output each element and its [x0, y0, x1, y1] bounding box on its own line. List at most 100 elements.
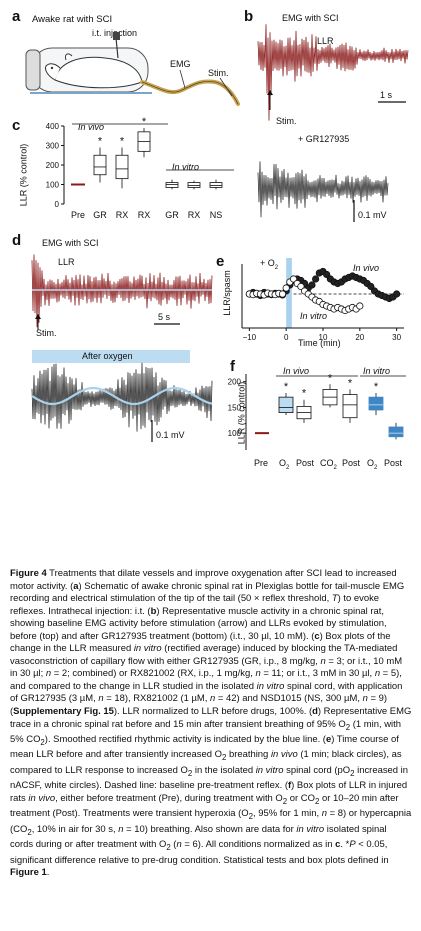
caption-t-f: ) Box plots of LLR in injured rats	[10, 780, 408, 804]
caption-e-iv: in vivo	[270, 749, 298, 761]
f-box	[388, 426, 404, 438]
e-xtick-label: 30	[392, 333, 401, 342]
caption-P: P	[349, 839, 356, 851]
caption-t-c7: spinal cord, with application of GR12793…	[10, 680, 403, 705]
c-star: *	[120, 135, 125, 147]
stim-label-d: Stim.	[36, 328, 57, 338]
c-ytick-label: 0	[55, 200, 60, 209]
caption-t-e3: (1 min; black circles), as compared to L…	[10, 749, 402, 776]
drug-label: + GR127935	[298, 134, 350, 144]
caption-n2: n	[45, 668, 52, 680]
caption-t-f3: or CO	[287, 792, 315, 804]
caption-t-f6: = 8) or hypercapnia (CO	[10, 808, 412, 835]
c-xtick-label: GR	[93, 210, 107, 220]
caption-supp-link[interactable]: Supplementary Fig. 15	[13, 706, 114, 718]
caption-f-iv2: in vitro	[296, 823, 325, 835]
stim-label-a: Stim.	[208, 68, 229, 78]
caption-n7: n	[362, 693, 368, 705]
e-point-in-vitro	[278, 290, 287, 298]
f-box	[278, 396, 294, 413]
caption-t-f2: , either before treatment (Pre), during …	[55, 792, 283, 804]
caption-t-c10: = 9) (	[10, 693, 387, 718]
c-ytick-label: 400	[46, 122, 60, 131]
time-scale-b: 1 s	[380, 90, 393, 100]
f-cat-o2: O	[279, 458, 287, 468]
e-in-vitro: In vitro	[300, 311, 328, 321]
panel-d-letter: d	[12, 232, 22, 249]
panel-a-letter: a	[12, 8, 21, 25]
panel-c-letter: c	[12, 117, 21, 134]
llr-label-b: LLR	[317, 36, 334, 46]
caption-c-iv2: in vitro	[256, 680, 285, 692]
caption-t-c9: = 42) and NSD1015 (NS, 300 µM,	[215, 693, 363, 705]
caption-n5: n	[98, 693, 104, 705]
time-scale-d: 5 s	[158, 312, 171, 322]
c-star: *	[142, 116, 147, 128]
caption-t-c6: = 5), and compared to the change in LLR …	[10, 668, 402, 692]
caption-f-sub4: 2	[27, 827, 32, 837]
caption-t-e6: increased in nACSF, white circles). Dash…	[10, 764, 409, 792]
e-point-in-vivo	[393, 290, 401, 298]
caption-t-d: ) Representative EMG trace in a chronic …	[10, 706, 412, 730]
caption-t-f11: = 6). All conditions normalized as in	[181, 839, 336, 851]
caption-t-f9: isolated spinal cords during or after tr…	[10, 823, 387, 851]
caption-f-iv: in vivo	[28, 792, 56, 804]
caption-d-sub: 2	[345, 722, 351, 732]
caption-n9: n	[118, 823, 124, 835]
caption-e-sub3: 2	[350, 768, 355, 778]
c-in-vivo: In vivo	[78, 122, 105, 132]
e-point-in-vivo	[308, 281, 316, 289]
caption-fig1-link[interactable]: Figure 1	[10, 867, 47, 879]
c-in-vitro: In vitro	[172, 162, 200, 172]
c-xtick-label: RX	[138, 210, 151, 220]
e-point-in-vivo	[312, 275, 320, 283]
caption-f-sub3: 2	[248, 812, 254, 822]
caption-f: f	[288, 780, 292, 792]
e-xtick-label: −10	[243, 333, 257, 342]
caption-t-c2: (rectified average) induced by blocking …	[10, 643, 398, 667]
caption-n3: n	[255, 668, 261, 680]
f-ytick-label: 100	[228, 429, 242, 438]
c-xtick-label: NS	[210, 210, 223, 220]
caption-f-c: c	[335, 839, 341, 851]
e-o2-sub: 2	[274, 264, 279, 271]
caption-t-d3: ). Smoothed rectified rhythmic activity …	[44, 734, 326, 745]
caption-t-f8: = 10) breathing. Also shown are data for	[123, 823, 297, 835]
f-cat-pre: Pre	[254, 458, 269, 468]
caption-d-sub2: 2	[40, 737, 45, 747]
f-cat-o2-vitro-sub: 2	[374, 464, 378, 471]
caption-f-sub2: 2	[314, 796, 320, 806]
c-box	[165, 182, 179, 188]
caption-d: d	[312, 706, 318, 718]
f-star: *	[302, 388, 307, 400]
f-cat-post-1: Post	[296, 458, 315, 468]
f-box	[368, 396, 384, 411]
caption-n6: n	[210, 693, 216, 705]
f-cat-o2-sub: 2	[286, 464, 290, 471]
caption-n8: n	[321, 808, 327, 820]
caption-t-e4: in the isolated	[192, 764, 256, 776]
c-ytick-label: 300	[46, 142, 60, 151]
rat-schematic	[25, 32, 240, 106]
caption-t-f5: , 95% for 1 min,	[253, 808, 322, 820]
caption-f-sub5: 2	[166, 843, 171, 853]
after-oxygen-bar	[32, 350, 190, 363]
caption-t-b: ) Representative muscle activity in a ch…	[10, 605, 387, 642]
caption-n10: n	[176, 839, 182, 851]
caption-t-f10: (	[170, 839, 177, 851]
caption-t-f13: < 0.05, significant difference relative …	[10, 839, 389, 866]
f-box	[342, 394, 358, 419]
emg-trace-d-bottom	[31, 362, 213, 432]
e-xtick-label: 0	[284, 333, 289, 342]
caption-e-sub: 2	[221, 753, 227, 763]
c-xtick-label: Pre	[71, 210, 85, 220]
caption-t-e2: breathing	[226, 749, 271, 761]
panel-f-letter: f	[230, 358, 235, 375]
caption-n4: n	[374, 668, 381, 680]
e-o2-label: + O	[260, 258, 275, 268]
llr-label-d: LLR	[58, 257, 75, 267]
stim-label-b: Stim.	[276, 116, 297, 126]
panel-b-title: EMG with SCI	[282, 13, 339, 23]
time-course-chart-e: −10 0 10 20 30	[241, 258, 404, 342]
f-ytick-label: 150	[228, 403, 242, 412]
